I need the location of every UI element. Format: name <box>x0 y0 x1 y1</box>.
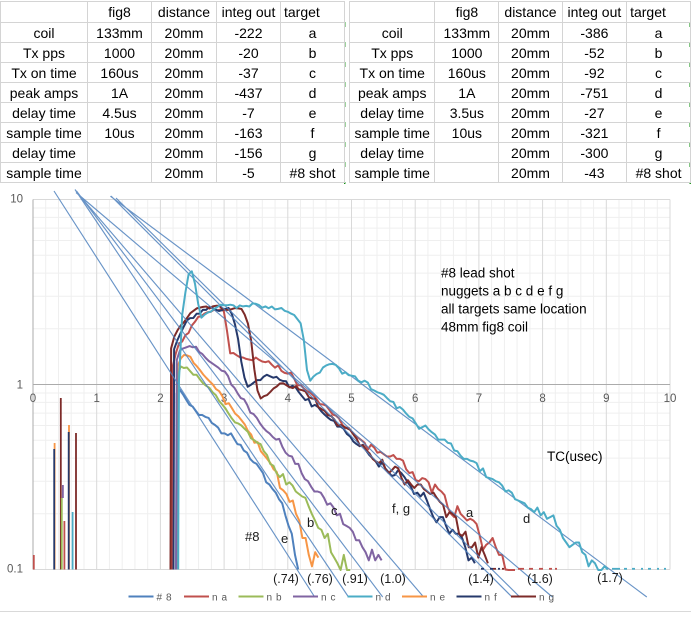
svg-text:n f: n f <box>485 593 498 604</box>
svg-text:f, g: f, g <box>392 501 410 516</box>
svg-text:10: 10 <box>10 194 23 206</box>
svg-text:(1.0): (1.0) <box>380 572 406 586</box>
svg-text:#8 lead shot: #8 lead shot <box>441 266 515 281</box>
svg-text:9: 9 <box>603 393 609 405</box>
svg-text:48mm fig8 coil: 48mm fig8 coil <box>441 320 528 335</box>
svg-text:(1.4): (1.4) <box>468 572 494 586</box>
svg-text:d: d <box>523 511 530 526</box>
svg-text:n c: n c <box>321 593 336 604</box>
svg-text:0: 0 <box>30 393 36 405</box>
svg-text:n b: n b <box>267 593 283 604</box>
svg-text:all targets same location: all targets same location <box>441 302 587 317</box>
svg-text:(.91): (.91) <box>342 572 368 586</box>
svg-text:#8: #8 <box>245 529 259 544</box>
svg-text:1: 1 <box>93 393 99 405</box>
svg-text:a: a <box>466 505 474 520</box>
svg-text:TC(usec): TC(usec) <box>547 449 603 464</box>
svg-text:8: 8 <box>539 393 545 405</box>
svg-text:(.74): (.74) <box>273 572 299 586</box>
svg-text:(.76): (.76) <box>307 572 333 586</box>
svg-text:0.1: 0.1 <box>7 564 23 576</box>
svg-text:n a: n a <box>212 593 228 604</box>
svg-text:1: 1 <box>17 380 23 392</box>
svg-text:# 8: # 8 <box>157 593 173 604</box>
svg-text:(1.7): (1.7) <box>597 571 623 585</box>
svg-text:(1.6): (1.6) <box>527 572 553 586</box>
svg-text:nuggets a b c d e f g: nuggets a b c d e f g <box>441 284 563 299</box>
svg-text:e: e <box>281 531 288 546</box>
svg-text:2: 2 <box>157 393 163 405</box>
svg-text:c: c <box>331 503 338 518</box>
svg-text:n d: n d <box>376 593 392 604</box>
svg-text:6: 6 <box>412 393 418 405</box>
svg-text:n e: n e <box>430 593 446 604</box>
svg-text:10: 10 <box>664 393 677 405</box>
svg-text:b: b <box>307 515 314 530</box>
svg-text:n g: n g <box>539 593 555 604</box>
svg-text:7: 7 <box>476 393 482 405</box>
svg-text:4: 4 <box>285 393 292 405</box>
svg-text:5: 5 <box>348 393 354 405</box>
